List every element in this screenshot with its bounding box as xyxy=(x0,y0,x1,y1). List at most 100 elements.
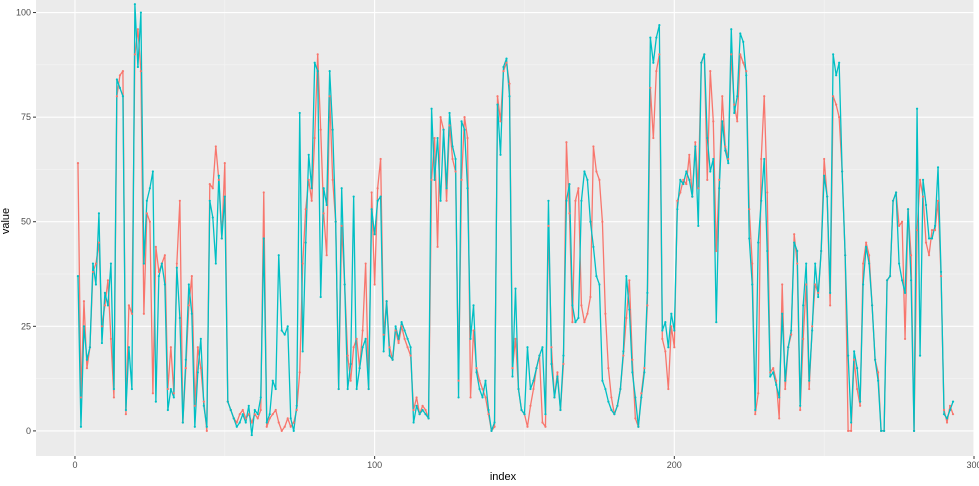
data-point xyxy=(277,254,280,257)
data-point xyxy=(184,358,187,361)
data-point xyxy=(400,321,403,324)
data-point xyxy=(460,178,463,181)
data-point xyxy=(877,379,880,382)
data-point xyxy=(829,304,832,307)
data-point xyxy=(292,421,295,424)
data-point xyxy=(915,228,919,232)
data-point xyxy=(394,329,397,332)
data-point xyxy=(280,329,283,332)
data-point xyxy=(79,396,83,399)
data-point xyxy=(927,254,931,257)
data-point xyxy=(277,421,280,424)
data-point xyxy=(670,325,673,328)
data-point xyxy=(322,212,325,215)
data-point xyxy=(313,136,316,140)
data-point xyxy=(808,379,811,382)
data-point xyxy=(421,408,424,412)
data-point xyxy=(586,178,589,181)
data-point xyxy=(694,141,697,144)
data-point xyxy=(331,178,334,181)
data-point xyxy=(784,387,787,391)
data-point xyxy=(745,70,748,73)
data-point xyxy=(682,178,685,181)
data-point xyxy=(781,312,784,315)
data-point xyxy=(112,387,116,391)
data-point xyxy=(610,408,613,412)
data-point xyxy=(214,262,217,265)
data-point xyxy=(187,304,190,307)
data-point xyxy=(751,283,754,286)
data-point xyxy=(936,166,940,169)
axis-ticks: 0 25 50 75 100 0 100 200 300 xyxy=(16,8,979,470)
data-point xyxy=(340,187,343,190)
data-point xyxy=(724,145,727,148)
data-point xyxy=(637,425,640,428)
data-point xyxy=(484,396,487,399)
data-point xyxy=(586,312,589,315)
data-point xyxy=(544,425,547,428)
data-point xyxy=(76,275,80,278)
data-point xyxy=(706,178,709,181)
data-point xyxy=(832,95,835,98)
data-point xyxy=(85,367,89,370)
data-point xyxy=(271,379,274,382)
data-point xyxy=(859,400,862,403)
data-point xyxy=(97,212,101,215)
data-point xyxy=(124,408,127,412)
data-point xyxy=(877,371,880,374)
data-point xyxy=(250,421,253,424)
data-point xyxy=(583,170,586,173)
data-point xyxy=(133,53,136,56)
data-point xyxy=(945,421,949,424)
data-point xyxy=(490,429,493,432)
data-point xyxy=(469,337,472,340)
data-point xyxy=(439,199,442,202)
data-point xyxy=(796,262,799,265)
data-point xyxy=(169,346,172,349)
data-point xyxy=(921,178,925,181)
data-point xyxy=(894,191,898,194)
data-point xyxy=(897,224,901,228)
data-point xyxy=(250,433,253,437)
data-point xyxy=(517,387,520,391)
data-point xyxy=(921,195,925,198)
data-point xyxy=(838,116,841,119)
data-point xyxy=(754,413,757,416)
data-point xyxy=(535,367,538,370)
data-point xyxy=(436,136,439,140)
data-point xyxy=(445,187,448,190)
data-point xyxy=(430,107,433,110)
data-point xyxy=(775,383,778,386)
data-point xyxy=(673,346,676,349)
data-point xyxy=(751,262,754,265)
data-point xyxy=(91,262,95,265)
data-point xyxy=(865,245,868,248)
data-point xyxy=(760,157,763,161)
data-point xyxy=(733,103,736,106)
data-point xyxy=(640,392,643,395)
data-point xyxy=(343,283,346,286)
data-point xyxy=(349,379,352,382)
data-point xyxy=(739,32,742,35)
data-point xyxy=(157,270,160,274)
data-point xyxy=(730,53,733,56)
data-point xyxy=(499,153,502,156)
data-point xyxy=(316,70,319,73)
data-point xyxy=(526,346,529,349)
data-point xyxy=(790,333,793,336)
data-point xyxy=(936,199,940,202)
data-point xyxy=(262,191,265,194)
data-point xyxy=(145,199,148,202)
data-point xyxy=(547,199,550,202)
data-point xyxy=(253,408,256,412)
data-point xyxy=(274,387,277,391)
data-point xyxy=(628,279,631,282)
data-point xyxy=(745,74,748,77)
data-point xyxy=(906,208,910,211)
data-point xyxy=(903,291,907,294)
data-point xyxy=(337,387,340,391)
data-point xyxy=(811,325,814,328)
data-point xyxy=(331,128,334,131)
data-point xyxy=(397,341,400,345)
data-point xyxy=(733,111,736,115)
